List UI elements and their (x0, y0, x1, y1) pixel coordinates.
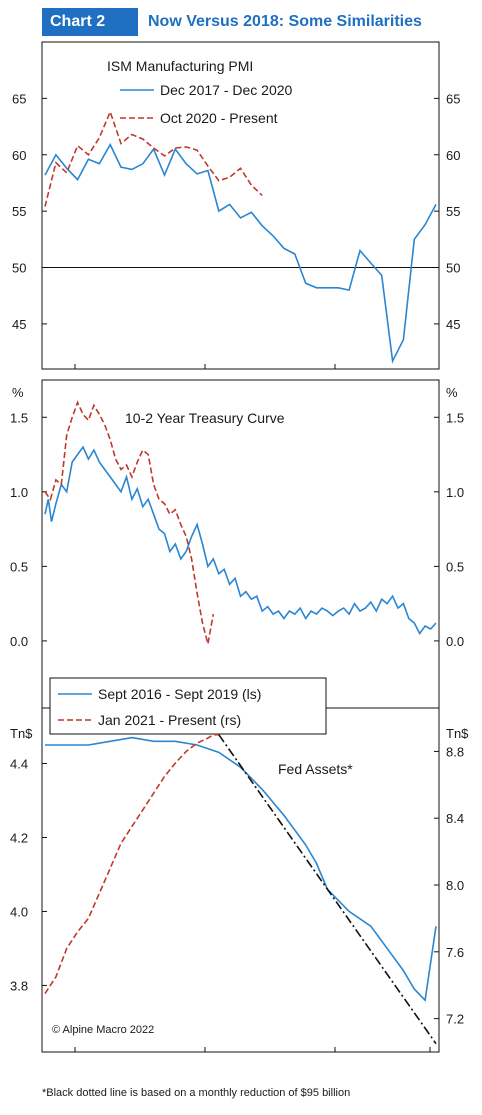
p1-ytick-right-label: 50 (446, 261, 460, 276)
p3-ytick-right-label: 8.0 (446, 878, 464, 893)
p2-unit-right: % (446, 385, 458, 400)
p1-legend-1-label: Oct 2020 - Present (160, 110, 278, 126)
p2-ytick-left-label: 1.5 (10, 410, 28, 425)
p3-unit-right: Tn$ (446, 726, 469, 741)
p2-title: 10-2 Year Treasury Curve (125, 410, 285, 426)
chart-headline: Now Versus 2018: Some Similarities (148, 13, 422, 30)
p3-series-2 (218, 734, 437, 1045)
p2-legend-1-label: Jan 2021 - Present (rs) (98, 712, 241, 728)
p2-ytick-right-label: 1.5 (446, 410, 464, 425)
copyright-annotation: © Alpine Macro 2022 (52, 1024, 154, 1036)
p2-ytick-right-label: 0.0 (446, 634, 464, 649)
panel3-frame (41, 707, 440, 1053)
panel1-frame (41, 41, 440, 370)
p1-ytick-right-label: 65 (446, 91, 460, 106)
curve-panel: 0.0 0.0 0.5 0.5 1.0 1.0 1.5 1.5% % 10-2 Year Trea… (10, 385, 464, 735)
chart-number-badge: Chart 2 (42, 8, 138, 36)
p1-legend-0-label: Dec 2017 - Dec 2020 (160, 82, 293, 98)
p3-ytick-right-label: 7.2 (446, 1012, 464, 1027)
p1-series-0 (44, 142, 437, 364)
footnote: *Black dotted line is based on a monthly… (42, 1087, 351, 1099)
p3-ytick-right-label: 8.8 (446, 744, 464, 759)
p2-unit-left: % (12, 385, 24, 400)
p2-series-0 (44, 445, 437, 636)
p3-ytick-left-label: 4.4 (10, 756, 28, 771)
chart-header: Chart 2 Now Versus 2018: Some Similariti… (0, 0, 482, 42)
p3-ytick-left-label: 3.8 (10, 978, 28, 993)
p3-ytick-left-label: 4.0 (10, 904, 28, 919)
p3-ytick-left-label: 4.2 (10, 830, 28, 845)
p3-title: Fed Assets* (278, 761, 353, 777)
p2-legend-box (49, 677, 327, 735)
fed-assets-panel: 3.8 4.0 4.2 4.4 7.2 7.6 8.0 8.4 8.8 Tn$ Tn$ Fed Ass… (10, 726, 469, 1052)
p2-ytick-right-label: 0.5 (446, 559, 464, 574)
p3-ytick-right-label: 7.6 (446, 945, 464, 960)
p3-unit-left: Tn$ (10, 726, 33, 741)
p2-legend-0-label: Sept 2016 - Sept 2019 (ls) (98, 686, 261, 702)
p1-ytick-left-label: 55 (12, 204, 26, 219)
p2-ytick-left-label: 0.5 (10, 559, 28, 574)
p3-series-1 (44, 733, 219, 995)
p1-ytick-left-label: 65 (12, 91, 26, 106)
pmi-panel: 45 45 50 50 55 55 60 60 65 65 ISM Manufacturing PM… (12, 58, 460, 369)
p1-ytick-left-label: 45 (12, 317, 26, 332)
p2-ytick-left-label: 0.0 (10, 634, 28, 649)
p2-ytick-right-label: 1.0 (446, 485, 464, 500)
panel2-frame (41, 379, 440, 709)
p2-series-1 (44, 400, 215, 645)
p1-ytick-right-label: 45 (446, 317, 460, 332)
p3-ytick-right-label: 8.4 (446, 811, 464, 826)
p1-series-1 (44, 109, 263, 207)
p1-ytick-left-label: 60 (12, 148, 26, 163)
p1-title: ISM Manufacturing PMI (107, 58, 253, 74)
p2-ytick-left-label: 1.0 (10, 485, 28, 500)
p3-series-0 (45, 736, 437, 1002)
p1-ytick-right-label: 60 (446, 148, 460, 163)
p1-ytick-right-label: 55 (446, 204, 460, 219)
p1-ytick-left-label: 50 (12, 261, 26, 276)
